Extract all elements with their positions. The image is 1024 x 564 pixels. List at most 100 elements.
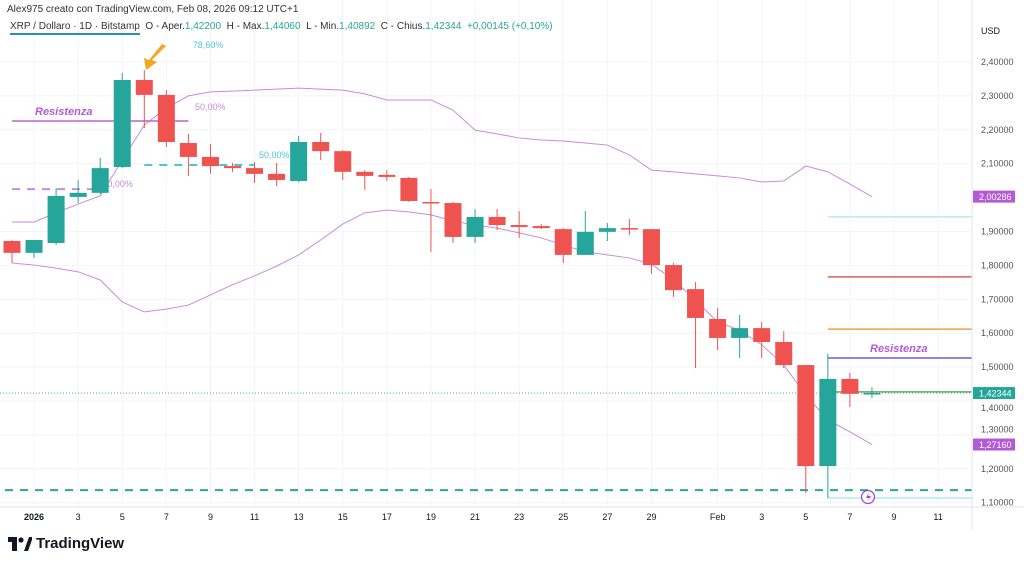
price-tick: 2,10000 <box>981 159 1014 169</box>
candle <box>532 224 550 230</box>
price-badge-bg <box>973 438 1015 451</box>
candle-body <box>268 173 286 180</box>
time-tick: 9 <box>891 512 896 522</box>
candle-body <box>510 225 528 228</box>
candle-body <box>532 226 550 229</box>
price-tick: 1,10000 <box>981 498 1014 508</box>
time-tick: Feb <box>710 512 726 522</box>
brand-name: TradingView <box>36 535 125 552</box>
candle <box>400 176 418 203</box>
candle <box>3 239 21 264</box>
candles <box>3 70 881 498</box>
open-value: 1,42200 <box>184 21 222 32</box>
time-tick: 3 <box>759 512 764 522</box>
candle-body <box>201 156 219 167</box>
candle-body <box>224 166 241 169</box>
candle-body <box>753 328 771 343</box>
fib-label: 78,60% <box>193 40 224 50</box>
legend: XRP / Dollaro · 1D · Bitstamp O - Aper.1… <box>10 21 553 35</box>
candle <box>444 202 462 244</box>
price-tick: 1,70000 <box>981 294 1014 304</box>
candle-body <box>334 151 352 172</box>
price-badge-bg <box>973 387 1015 400</box>
candle-body <box>47 195 65 244</box>
price-tick: 1,80000 <box>981 260 1014 270</box>
candle <box>731 314 749 358</box>
fib-label: 50,00% <box>195 102 226 112</box>
candle <box>488 209 506 231</box>
candle <box>312 132 330 160</box>
candle <box>620 218 638 235</box>
candle-body <box>356 171 374 176</box>
candle-body <box>488 216 506 226</box>
symbol-title[interactable]: XRP / Dollaro · 1D · Bitstamp <box>10 21 140 35</box>
candle-body <box>466 216 484 237</box>
fib-label: 50,00% <box>259 150 290 160</box>
candle-body <box>863 393 881 395</box>
candle <box>135 70 153 129</box>
time-tick: 27 <box>602 512 612 522</box>
change-value: +0,00145 (+0,10%) <box>466 21 553 32</box>
currency-label: USD <box>981 26 1001 36</box>
candle <box>113 72 131 168</box>
time-tick: 3 <box>76 512 81 522</box>
level-label: Resistenza <box>35 106 92 118</box>
time-tick: 5 <box>803 512 808 522</box>
low-value: 1,40892 <box>339 21 376 32</box>
price-tick: 1,60000 <box>981 328 1014 338</box>
price-badge: 1,42344 <box>973 387 1015 400</box>
price-axis[interactable]: USD 2,40000 2,30000 2,20000 2,10000 1,90000 1,… <box>971 0 1015 530</box>
candle-body <box>642 229 660 266</box>
candle <box>819 353 837 498</box>
open-label: O - Aper. <box>145 21 185 32</box>
candle <box>576 211 594 255</box>
price-tick: 1,30000 <box>981 425 1014 435</box>
time-tick: 7 <box>847 512 852 522</box>
candle <box>201 144 219 174</box>
candle-body <box>378 174 396 177</box>
candle-body <box>819 378 837 467</box>
candle <box>510 211 528 238</box>
price-tick: 1,40000 <box>981 403 1014 413</box>
tradingview-logo-icon <box>8 536 32 551</box>
candle <box>179 133 197 176</box>
candle-body <box>290 142 308 181</box>
fib-label: 50,00% <box>102 179 133 189</box>
candle-body <box>620 228 638 230</box>
time-tick: 17 <box>382 512 392 522</box>
time-tick: 29 <box>646 512 656 522</box>
alert-icon[interactable] <box>860 489 876 505</box>
candle-body <box>576 231 594 255</box>
candle-body <box>179 143 197 157</box>
close-value: 1,42344 <box>425 21 462 32</box>
high-label: H - Max. <box>226 21 265 32</box>
candle <box>863 387 881 398</box>
candle-body <box>687 289 705 318</box>
time-tick: 23 <box>514 512 524 522</box>
candle-body <box>797 365 815 467</box>
candle-body <box>422 202 440 204</box>
time-axis[interactable]: 2026 3 5 7 9 11 13 15 17 19 21 23 25 27 29 Feb 3 5 7 9 11 <box>0 506 1024 522</box>
candle-body <box>91 168 109 193</box>
candle-body <box>312 142 330 152</box>
candle <box>25 239 43 258</box>
candle <box>246 162 264 184</box>
candle <box>841 372 859 408</box>
time-tick: 25 <box>558 512 568 522</box>
candle-body <box>444 203 462 237</box>
candle <box>157 90 175 148</box>
time-tick: 19 <box>426 512 436 522</box>
candle <box>642 229 660 274</box>
author-line: Alex975 creato con TradingView.com, Feb … <box>7 4 299 15</box>
candle-body <box>400 177 418 201</box>
candle-body <box>3 240 21 253</box>
tradingview-logo[interactable]: TradingView <box>8 535 124 552</box>
candle-body <box>113 79 131 168</box>
lower-band-line <box>11 209 873 445</box>
candle-body <box>775 342 793 366</box>
candle-body <box>598 228 616 232</box>
candle <box>797 365 815 493</box>
price-badge: 1,27160 <box>973 438 1015 451</box>
time-tick: 9 <box>208 512 213 522</box>
